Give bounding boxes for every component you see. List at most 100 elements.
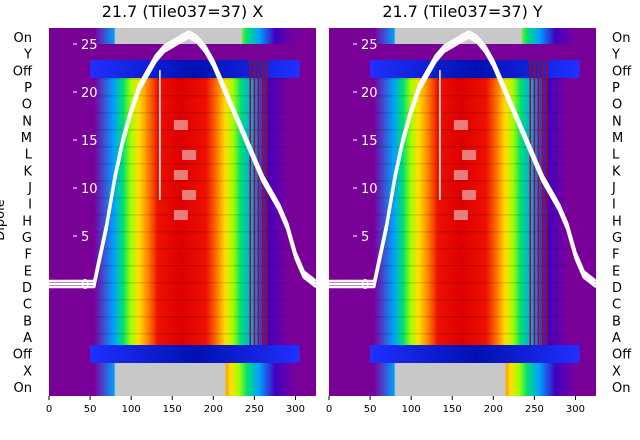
row-label-left: K — [23, 164, 32, 179]
hot-spot — [182, 150, 197, 160]
row-label-right: I — [612, 198, 616, 213]
row-separator — [374, 282, 568, 284]
row-separator — [94, 333, 288, 335]
row-label-right: On — [612, 31, 630, 46]
row-separator — [94, 129, 288, 131]
off-band-bottom — [90, 345, 300, 363]
x-tick-label: 0 — [326, 404, 332, 415]
row-separator — [374, 112, 568, 114]
row-label-left: G — [22, 231, 32, 246]
y-tick-label: 5 — [361, 230, 369, 245]
x-tick-label: 50 — [364, 404, 377, 415]
row-separator — [94, 248, 288, 250]
row-label-left: Off — [13, 348, 33, 363]
y-tick-label: 15 — [81, 134, 98, 149]
row-label-right: O — [612, 98, 622, 113]
hot-spot — [453, 120, 468, 130]
row-separator — [94, 299, 288, 301]
row-label-left: On — [14, 31, 32, 46]
row-label-right: H — [612, 214, 622, 229]
row-label-right: Off — [612, 348, 632, 363]
y-tick-label: 10 — [81, 182, 98, 197]
x-tick-label: 100 — [402, 404, 421, 415]
row-separator — [94, 78, 288, 80]
x-tick-label: 50 — [84, 404, 97, 415]
hot-spot — [462, 150, 477, 160]
x-tick-label: 100 — [122, 404, 141, 415]
row-separator — [94, 95, 288, 97]
hot-spot — [173, 210, 188, 220]
row-label-right: X — [612, 364, 621, 379]
y-tick-label: 15 — [361, 134, 378, 149]
row-separator — [374, 299, 568, 301]
row-label-left: L — [25, 148, 33, 163]
row-separator — [374, 129, 568, 131]
chart-title: 21.7 (Tile037=37) X — [102, 2, 264, 21]
x-tick-label: 250 — [245, 404, 264, 415]
row-label-left: E — [24, 264, 32, 279]
row-label-left: H — [22, 214, 32, 229]
x-tick-label: 300 — [286, 404, 305, 415]
row-label-left: F — [25, 248, 32, 263]
row-separator — [94, 282, 288, 284]
row-label-right: F — [612, 248, 619, 263]
x-tick-label: 0 — [46, 404, 52, 415]
hot-spot — [462, 190, 477, 200]
row-separator — [374, 146, 568, 148]
row-label-left: Y — [23, 48, 32, 63]
row-separator — [374, 231, 568, 233]
row-separator — [374, 316, 568, 318]
hot-spot — [453, 210, 468, 220]
row-label-left: D — [22, 281, 32, 296]
row-separator — [94, 112, 288, 114]
off-band-top — [370, 60, 580, 78]
overlay-curve — [49, 36, 317, 289]
row-label-left: N — [22, 114, 32, 129]
row-label-right: L — [612, 148, 620, 163]
y-axis-label: Dipole — [0, 199, 8, 240]
row-label-right: C — [612, 298, 621, 313]
row-separator — [94, 316, 288, 318]
dead-region-bottom — [394, 363, 506, 396]
x-tick-label: 150 — [443, 404, 462, 415]
row-separator — [374, 265, 568, 267]
row-separator — [374, 333, 568, 335]
dead-region-bottom — [114, 363, 226, 396]
hot-spot — [173, 120, 188, 130]
row-label-right: On — [612, 381, 630, 396]
row-label-left: I — [28, 198, 32, 213]
row-separator — [94, 231, 288, 233]
panel-x: 21.7 (Tile037=37) X 0 5 10 15 20 250 50 100 150 20… — [46, 2, 317, 415]
y-tick-label: 5 — [81, 230, 89, 245]
row-label-left: X — [23, 364, 32, 379]
row-label-left: Off — [13, 64, 33, 79]
row-label-left: A — [23, 331, 32, 346]
row-label-left: C — [23, 298, 32, 313]
y-tick-label: 20 — [81, 86, 98, 101]
y-tick-label: 0 — [361, 278, 369, 293]
row-label-right: Off — [612, 64, 632, 79]
y-tick-label: 0 — [81, 278, 89, 293]
row-label-left: O — [22, 98, 32, 113]
x-tick-label: 250 — [525, 404, 544, 415]
row-label-right: D — [612, 281, 622, 296]
row-label-right: N — [612, 114, 622, 129]
row-separator — [374, 78, 568, 80]
row-label-left: J — [27, 181, 32, 196]
row-separator — [374, 180, 568, 182]
x-tick-label: 200 — [204, 404, 223, 415]
x-tick-label: 150 — [163, 404, 182, 415]
row-label-left: On — [14, 381, 32, 396]
row-separator — [374, 95, 568, 97]
row-label-left: M — [21, 131, 32, 146]
row-label-right: Y — [611, 48, 620, 63]
row-separator — [94, 146, 288, 148]
row-separator — [94, 265, 288, 267]
row-label-right: K — [612, 164, 621, 179]
row-label-right: J — [611, 181, 616, 196]
overlay-curve — [329, 36, 597, 289]
